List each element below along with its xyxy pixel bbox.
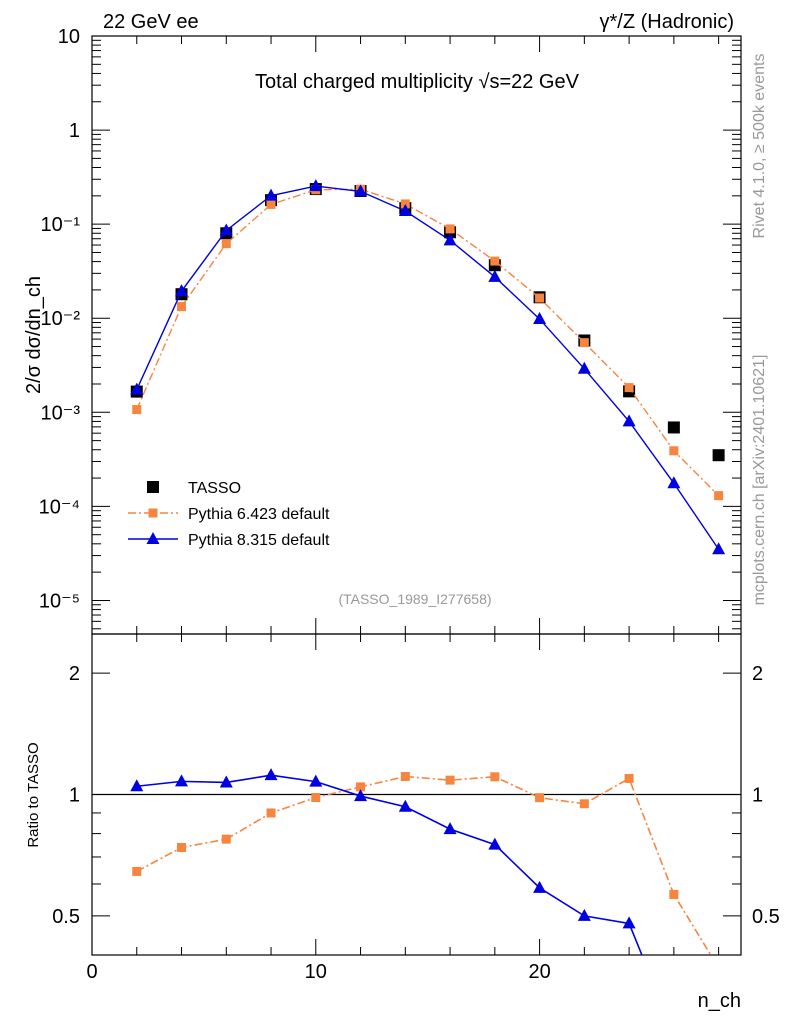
pythia-6-423-default-ratio <box>132 772 712 956</box>
x-tick-label: 10 <box>305 961 327 983</box>
ratio-tick-label-right: 2 <box>752 663 763 685</box>
pythia-8-315-default-point <box>175 284 189 297</box>
header-left: 22 GeV ee <box>103 11 199 33</box>
x-tick-label: 20 <box>528 961 550 983</box>
pythia-6-423-default-ratio-point <box>579 799 589 809</box>
pythia-8-315-default-point <box>577 361 591 374</box>
pythia-6-423-default-ratio-point <box>356 782 366 792</box>
pythia-6-423-default-ratio-point <box>266 808 276 818</box>
pythia-8-315-default-ratio-point <box>488 837 502 850</box>
ratio-tick-label-right: 0.5 <box>752 906 780 928</box>
pythia-8-315-default-point <box>443 233 457 246</box>
pythia-8-315-default-ratio-point <box>309 774 323 787</box>
ratio-tick-label: 1 <box>69 785 80 807</box>
pythia-6-423-default-ratio-point <box>177 843 187 853</box>
pythia-6-423-default-point <box>221 239 231 249</box>
header-right: γ*/Z (Hadronic) <box>600 11 734 33</box>
pythia-8-315-default-ratio-point <box>219 775 233 788</box>
pythia-8-315-default-point <box>130 382 144 395</box>
pythia-6-423-default-ratio-point <box>669 889 679 899</box>
ratio-tick-label: 2 <box>69 663 80 685</box>
legend-marker <box>148 508 158 518</box>
y-tick-label: 10⁻¹ <box>41 214 81 236</box>
pythia-8-315-default-point <box>712 542 726 555</box>
y-tick-label: 10⁻² <box>41 308 81 330</box>
side-label-top: Rivet 4.1.0, ≥ 500k events <box>751 54 768 239</box>
pythia-8-315-default-ratio-point <box>130 779 144 792</box>
pythia-8-315-default-point <box>488 269 502 282</box>
tasso-point <box>712 449 725 462</box>
pythia-6-423-default-ratio-point <box>535 793 545 803</box>
pythia-8-315-default-ratio-point <box>577 908 591 921</box>
pythia-8-315-default-ratio-point <box>264 768 278 781</box>
pythia-8-315-default-point <box>354 184 368 197</box>
chart-title: Total charged multiplicity √s=22 GeV <box>255 71 580 93</box>
pythia-8-315-default-point <box>219 223 233 236</box>
y-axis-label: 2/σ dσ/dn_ch <box>23 276 45 394</box>
pythia-6-423-default-point <box>535 293 545 303</box>
pythia-8-315-default-ratio-point <box>398 799 412 812</box>
pythia-6-423-default-ratio-line <box>136 775 712 956</box>
pythia-8-315-default-point <box>667 476 681 489</box>
pythia-6-423-default-point <box>624 383 634 393</box>
pythia-6-423-default-point <box>445 224 455 234</box>
pythia-6-423-default-ratio-point <box>400 772 410 782</box>
y-tick-label: 10 <box>58 26 80 48</box>
ratio-tick-label-right: 1 <box>752 785 763 807</box>
pythia-6-423-default-point <box>490 256 500 266</box>
pythia-8-315-default-ratio <box>130 768 643 956</box>
pythia-8-315-default-line <box>136 185 720 550</box>
x-tick-label: 0 <box>86 961 97 983</box>
side-label-bottom: mcplots.cern.ch [arXiv:2401.10621] <box>751 355 768 606</box>
pythia-6-423-default-ratio-point <box>311 792 321 802</box>
pythia-6-423-default-point <box>714 491 724 501</box>
pythia-6-423-default-point <box>400 199 410 209</box>
x-axis-label: n_ch <box>698 990 741 1012</box>
y-tick-label: 10⁻⁴ <box>39 496 80 518</box>
pythia-8-315-default-ratio-point <box>622 916 636 929</box>
legend-label: Pythia 6.423 default <box>188 506 330 523</box>
pythia-6-423-default-point <box>669 446 679 456</box>
pythia-6-423-default-ratio-point <box>132 866 142 876</box>
analysis-id: (TASSO_1989_I277658) <box>338 591 491 607</box>
pythia-6-423-default-ratio-point <box>445 775 455 785</box>
pythia-8-315-default-ratio-point <box>175 774 189 787</box>
pythia-8-315-default-ratio-line <box>136 774 643 956</box>
pythia-6-423-default-point <box>132 405 142 415</box>
pythia-8-315-default-point <box>398 203 412 216</box>
pythia-8-315-default-ratio-point <box>443 822 457 835</box>
legend-label: Pythia 8.315 default <box>188 532 330 549</box>
pythia-8-315-default-ratio-point <box>354 789 368 802</box>
pythia-6-423-default-point <box>266 199 276 209</box>
y-tick-label: 10⁻⁵ <box>39 590 80 612</box>
pythia-6-423-default-ratio-point <box>221 834 231 844</box>
pythia-6-423-default-point <box>177 302 187 312</box>
legend-label: TASSO <box>188 480 241 497</box>
legend-marker <box>146 532 160 544</box>
pythia-6-423-default-ratio-point <box>490 772 500 782</box>
pythia-8-315-default-point <box>533 312 547 325</box>
ratio-tick-label: 0.5 <box>52 906 80 928</box>
ratio-y-axis-label: Ratio to TASSO <box>25 742 42 847</box>
legend-marker <box>147 481 159 493</box>
pythia-6-423-default-ratio-point <box>624 773 634 783</box>
pythia-6-423-default-point <box>579 338 589 348</box>
tasso-point <box>667 421 680 434</box>
y-tick-label: 10⁻³ <box>41 402 81 424</box>
y-tick-label: 1 <box>69 120 80 142</box>
pythia-6-423-default-line <box>136 188 720 497</box>
pythia-8-315-default-ratio-point <box>533 880 547 893</box>
pythia-8-315-default-point <box>309 179 323 192</box>
pythia-8-315-default-point <box>622 414 636 427</box>
pythia-8-315-default-point <box>264 188 278 201</box>
